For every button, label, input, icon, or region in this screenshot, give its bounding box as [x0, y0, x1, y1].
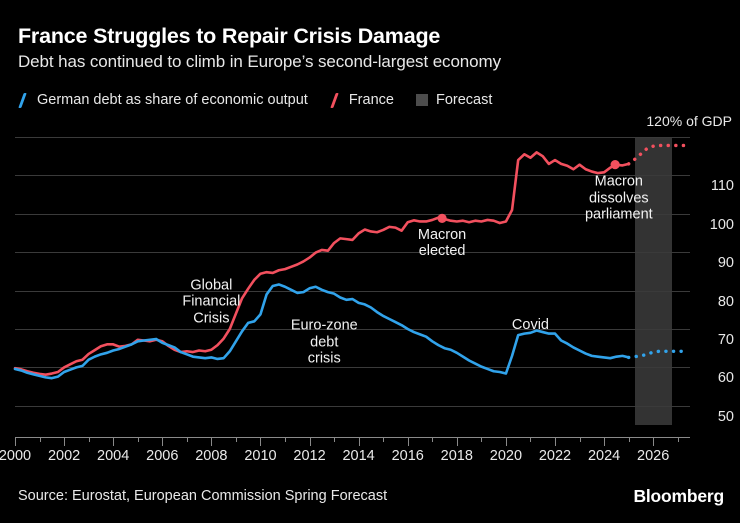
series-france — [13, 151, 630, 376]
forecast-swatch-icon — [415, 94, 428, 106]
series-germany — [13, 283, 630, 380]
x-tick-2020 — [505, 438, 507, 446]
legend-line-icon-2 — [330, 93, 341, 107]
x-tick-2012 — [309, 438, 311, 446]
gridline-100 — [15, 213, 690, 215]
x-tick-label-2014: 2014 — [342, 448, 375, 464]
gridline-50 — [15, 405, 690, 407]
x-tick-2004 — [113, 438, 115, 446]
legend-item-3[interactable]: Forecast — [415, 92, 493, 108]
y-tick-label-50: 50 — [717, 408, 734, 425]
forecast-band — [634, 137, 672, 425]
gridline-80 — [15, 290, 690, 292]
series-france-forecast — [626, 143, 686, 166]
x-tick-2008 — [211, 438, 213, 446]
x-tick-label-2016: 2016 — [391, 448, 424, 464]
y-tick-label-110: 110 — [710, 178, 734, 195]
x-tick-label-2020: 2020 — [489, 448, 523, 464]
plot-area — [13, 137, 690, 425]
x-tick-minor-2003 — [88, 438, 90, 442]
annotation-macron-dissolves-parliament: Macron dissolves parliament — [584, 174, 653, 223]
x-tick-label-2024: 2024 — [587, 448, 621, 464]
x-tick-label-2010: 2010 — [244, 448, 277, 464]
x-tick-minor-2015 — [383, 438, 385, 442]
x-tick-label-2026: 2026 — [637, 448, 670, 464]
legend-label: German debt as share of economic output — [37, 92, 308, 108]
x-tick-minor-2021 — [530, 438, 532, 442]
y-tick-label-60: 60 — [717, 370, 734, 387]
macron-elected-marker — [437, 213, 447, 224]
x-tick-minor-2025 — [628, 438, 630, 442]
legend-line-icon-1 — [18, 93, 29, 107]
y-tick-label-80: 80 — [717, 293, 734, 310]
x-tick-2006 — [162, 438, 164, 446]
y-tick-label-100: 100 — [709, 216, 734, 233]
x-tick-minor-2001 — [39, 438, 41, 442]
page-title: France Struggles to Repair Crisis Damage — [18, 24, 441, 48]
annotation-macron-elected: Macron elected — [417, 226, 467, 259]
x-tick-minor-2019 — [481, 438, 483, 442]
x-tick-label-2022: 2022 — [538, 448, 572, 464]
x-tick-minor-2013 — [334, 438, 336, 442]
x-tick-label-2004: 2004 — [97, 448, 130, 464]
annotation-euro-zone-debt-crisis: Euro-zone debt crisis — [290, 318, 358, 367]
y-tick-label-70: 70 — [717, 332, 734, 348]
x-axis-line — [15, 437, 690, 438]
legend-item-1[interactable]: German debt as share of economic output — [18, 92, 308, 108]
x-tick-2018 — [456, 438, 458, 446]
gridline-120 — [15, 137, 690, 138]
x-tick-2014 — [358, 438, 360, 446]
x-tick-minor-2023 — [579, 438, 581, 442]
gridline-90 — [15, 252, 690, 254]
x-tick-minor-2017 — [432, 438, 434, 442]
x-tick-label-2000: 2000 — [0, 448, 32, 464]
x-tick-minor-2005 — [137, 438, 139, 442]
chart-legend: German debt as share of economic output F… — [18, 90, 514, 110]
macron-dissolves-marker — [610, 160, 620, 170]
x-tick-label-2018: 2018 — [440, 448, 473, 464]
x-tick-2024 — [604, 438, 606, 446]
gridline-60 — [15, 367, 690, 369]
x-tick-2016 — [407, 438, 409, 446]
series-germany-forecast — [626, 349, 686, 360]
x-tick-label-2008: 2008 — [195, 448, 228, 464]
annotation-covid: Covid — [511, 317, 549, 334]
x-tick-label-2006: 2006 — [146, 448, 179, 464]
legend-label: France — [348, 92, 394, 108]
x-tick-2002 — [64, 438, 66, 446]
x-tick-minor-2007 — [186, 438, 188, 442]
x-tick-minor-2011 — [285, 438, 286, 442]
page-subtitle: Debt has continued to climb in Europe’s … — [18, 52, 501, 71]
x-tick-2000 — [15, 438, 16, 446]
x-tick-2022 — [555, 438, 556, 446]
bloomberg-logo: Bloomberg — [633, 486, 724, 506]
x-tick-minor-2027 — [677, 438, 679, 442]
y-tick-label-90: 90 — [717, 255, 734, 272]
source-note: Source: Eurostat, European Commission Sp… — [18, 488, 388, 504]
x-tick-2026 — [653, 438, 655, 446]
gridline-110 — [15, 175, 690, 177]
series-layer — [13, 143, 686, 380]
y-axis-title: 120% of GDP — [646, 113, 732, 129]
x-tick-2010 — [260, 438, 262, 446]
x-tick-label-2002: 2002 — [47, 448, 81, 464]
legend-label: Forecast — [435, 92, 493, 108]
x-tick-label-2012: 2012 — [293, 448, 326, 464]
annotation-global-financial-crisis: Global Financial Crisis — [182, 277, 241, 327]
legend-item-2[interactable]: France — [330, 92, 394, 108]
gridline-70 — [15, 329, 690, 330]
x-tick-minor-2009 — [235, 438, 237, 442]
